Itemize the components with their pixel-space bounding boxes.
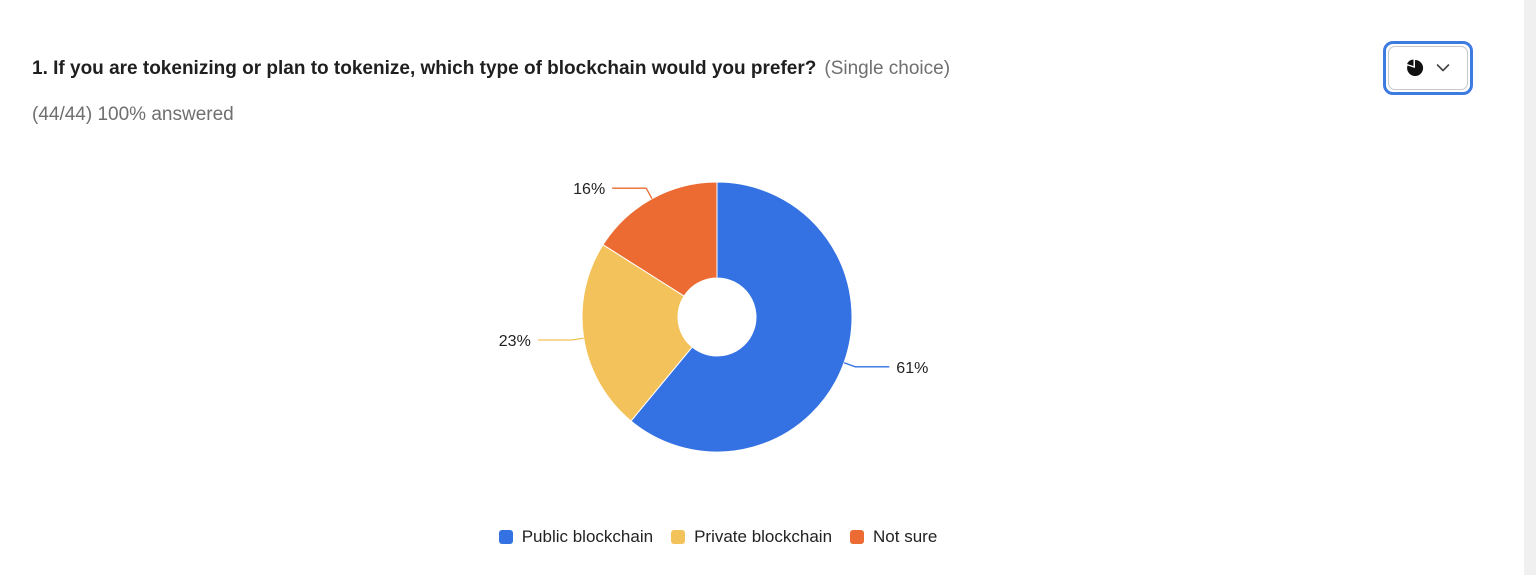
data-label-not-sure: 16% [573, 181, 605, 198]
question-title: 1. If you are tokenizing or plan to toke… [32, 58, 817, 79]
pie-slice-not-sure[interactable] [602, 181, 718, 297]
legend-item-not-sure[interactable]: Not sure [850, 525, 937, 549]
legend-item-private-blockchain[interactable]: Private blockchain [671, 525, 832, 549]
data-label-public-blockchain: 61% [896, 360, 928, 377]
scrollbar-track[interactable] [1524, 0, 1536, 575]
donut-chart: 61% 23% 16% [499, 181, 928, 453]
chevron-down-icon [1436, 64, 1450, 72]
legend-swatch [498, 530, 513, 544]
answered-count: (44/44) 100% answered [32, 104, 234, 125]
chart-legend: Public blockchain Private blockchain Not s… [0, 525, 1436, 549]
legend-label: Public blockchain [521, 527, 654, 546]
question-type-label: (Single choice) [824, 58, 951, 79]
chart-type-dropdown-button[interactable] [1383, 41, 1473, 95]
question-heading: 1. If you are tokenizing or plan to toke… [32, 56, 950, 82]
legend-swatch [850, 530, 865, 544]
legend-item-public-blockchain[interactable]: Public blockchain [498, 525, 654, 549]
pie-slice-private-blockchain[interactable] [581, 243, 693, 422]
leader-line-private-blockchain [537, 337, 584, 341]
pie-chart-icon [1407, 59, 1424, 76]
data-label-private-blockchain: 23% [499, 333, 531, 350]
legend-label: Not sure [873, 527, 938, 546]
leader-line-public-blockchain [843, 362, 890, 368]
leader-line-not-sure [612, 187, 653, 200]
chart-type-dropdown-inner[interactable] [1388, 46, 1468, 90]
legend-label: Private blockchain [694, 527, 833, 546]
pie-slice-public-blockchain[interactable] [630, 181, 853, 453]
legend-swatch [671, 530, 686, 544]
